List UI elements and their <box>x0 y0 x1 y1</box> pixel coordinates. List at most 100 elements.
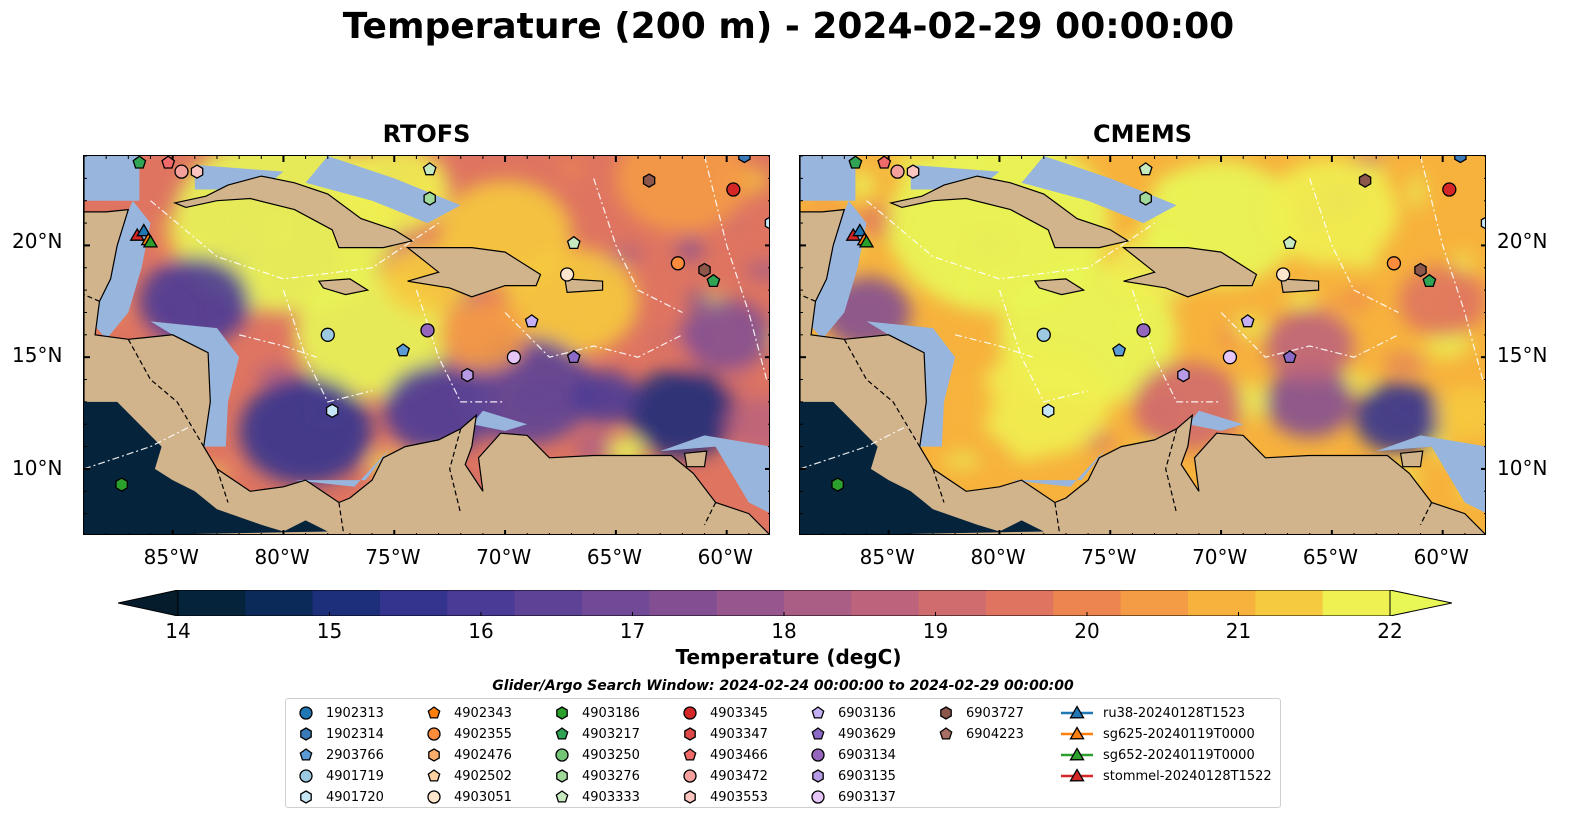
temperature-eddy <box>1284 290 1318 306</box>
legend-label: 4903629 <box>838 726 896 742</box>
legend-item: 4903051 <box>424 787 512 807</box>
legend-marker <box>556 706 568 720</box>
legend-marker <box>683 748 697 761</box>
colorbar-frame <box>177 590 1391 616</box>
legend-marker <box>1069 726 1085 740</box>
shelf-shallow-water <box>305 156 461 224</box>
temperature-eddy <box>943 453 981 469</box>
argo-float-marker <box>1275 267 1291 282</box>
circle-marker-icon <box>555 748 569 762</box>
hexagon-marker-icon <box>684 790 696 804</box>
colorbar-segment <box>784 590 852 616</box>
search-window-text: Glider/Argo Search Window: 2024-02-24 00… <box>492 678 1074 694</box>
lon-label: 65°W <box>1302 545 1359 569</box>
lon-label: 75°W <box>1081 545 1137 569</box>
legend-label: 4901719 <box>326 768 384 784</box>
argo-float-marker <box>698 262 711 278</box>
lat-label-10n-left: 10°N <box>12 456 63 480</box>
map-canvas-rtofs <box>84 156 769 534</box>
map-panel-cmems[interactable] <box>799 155 1486 535</box>
legend-item: 1902314 <box>296 724 384 744</box>
shelf-shallow-water <box>1010 448 1106 487</box>
colorbar-segment <box>178 590 246 616</box>
hexagon-marker-icon <box>428 748 440 762</box>
shelf-shallow-water <box>1376 435 1485 513</box>
temperature-blob <box>626 368 738 458</box>
colorbar-tick-label: 14 <box>165 619 191 643</box>
legend-marker <box>555 727 569 740</box>
hexagon-marker-icon <box>684 727 696 741</box>
argo-float-marker <box>423 191 436 206</box>
legend-item: 4901720 <box>296 787 384 807</box>
argo-float-marker <box>706 273 721 288</box>
land-cuba <box>888 175 1130 249</box>
land-trinidad <box>1399 450 1424 468</box>
argo-float-marker <box>161 156 176 169</box>
country-border <box>449 428 462 514</box>
legend-marker <box>300 790 312 804</box>
legend-label: 4902476 <box>454 747 512 763</box>
legend-item: 4903553 <box>680 787 768 807</box>
legend-marker <box>939 727 953 740</box>
argo-float-marker <box>1358 173 1372 188</box>
eez-boundary <box>150 200 439 280</box>
land-hispaniola <box>1121 246 1258 298</box>
lon-label: 60°W <box>1413 545 1469 569</box>
legend-item: 6903135 <box>808 766 896 786</box>
hexagon-marker-icon <box>556 769 568 783</box>
legend-marker <box>812 769 824 783</box>
legend-label: stommel-20240128T1522 <box>1103 768 1272 784</box>
legend-item: 4902355 <box>424 724 512 744</box>
temperature-blob <box>1436 386 1485 440</box>
glider-marker <box>136 223 152 237</box>
colorbar-segment <box>986 590 1054 616</box>
temperature-eddy <box>1340 289 1372 311</box>
legend-item: 4902476 <box>424 745 512 765</box>
legend-label: 4903250 <box>582 747 640 763</box>
argo-float-marker <box>831 477 844 492</box>
argo-float-marker <box>890 164 905 179</box>
temperature-blob <box>726 397 769 452</box>
country-border <box>843 339 921 447</box>
shelf-shallow-water <box>84 156 140 201</box>
colorbar-tick-label: 17 <box>619 619 646 643</box>
shelf-shallow-water <box>1021 156 1177 224</box>
legend-marker <box>427 727 441 741</box>
legend-item: 1902313 <box>296 703 384 723</box>
country-border <box>84 294 100 302</box>
eez-boundary <box>238 334 317 358</box>
argo-float-marker <box>848 156 863 169</box>
hexagon-marker-icon <box>940 706 952 720</box>
lat-label-15n-right: 15°N <box>1497 343 1548 367</box>
temperature-eddy <box>1408 173 1425 210</box>
eez-boundary <box>866 200 1155 280</box>
main-title: Temperature (200 m) - 2024-02-29 00:00:0… <box>342 6 1235 47</box>
argo-float-marker <box>1480 216 1485 230</box>
legend-marker <box>427 769 441 782</box>
legend-marker <box>428 748 440 762</box>
land-pacific <box>84 401 328 534</box>
legend-label: 4903333 <box>582 789 640 805</box>
country-border <box>338 502 344 532</box>
argo-float-marker <box>396 343 411 357</box>
legend-item: sg625-20240119T0000 <box>1061 724 1255 744</box>
legend-marker <box>811 727 825 740</box>
argo-float-marker <box>325 403 339 419</box>
legend-label: 4903051 <box>454 789 512 805</box>
hexagon-marker-icon <box>300 727 312 741</box>
shelf-shallow-water <box>150 321 240 447</box>
argo-float-marker <box>877 156 892 169</box>
argo-float-marker <box>566 235 581 250</box>
colorbar-segment <box>716 590 785 616</box>
legend-label: 4902343 <box>454 705 512 721</box>
temperature-eddy <box>724 371 757 394</box>
argo-float-marker <box>1136 323 1151 338</box>
legend-item: 4903217 <box>552 724 640 744</box>
lon-label: 65°W <box>586 545 643 569</box>
argo-float-marker <box>115 477 128 492</box>
argo-float-marker <box>1442 182 1457 197</box>
panel-title-cmems: CMEMS <box>1092 120 1193 148</box>
eez-boundary <box>954 334 1033 358</box>
temperature-eddy <box>609 246 645 262</box>
map-panel-rtofs[interactable] <box>83 155 770 535</box>
